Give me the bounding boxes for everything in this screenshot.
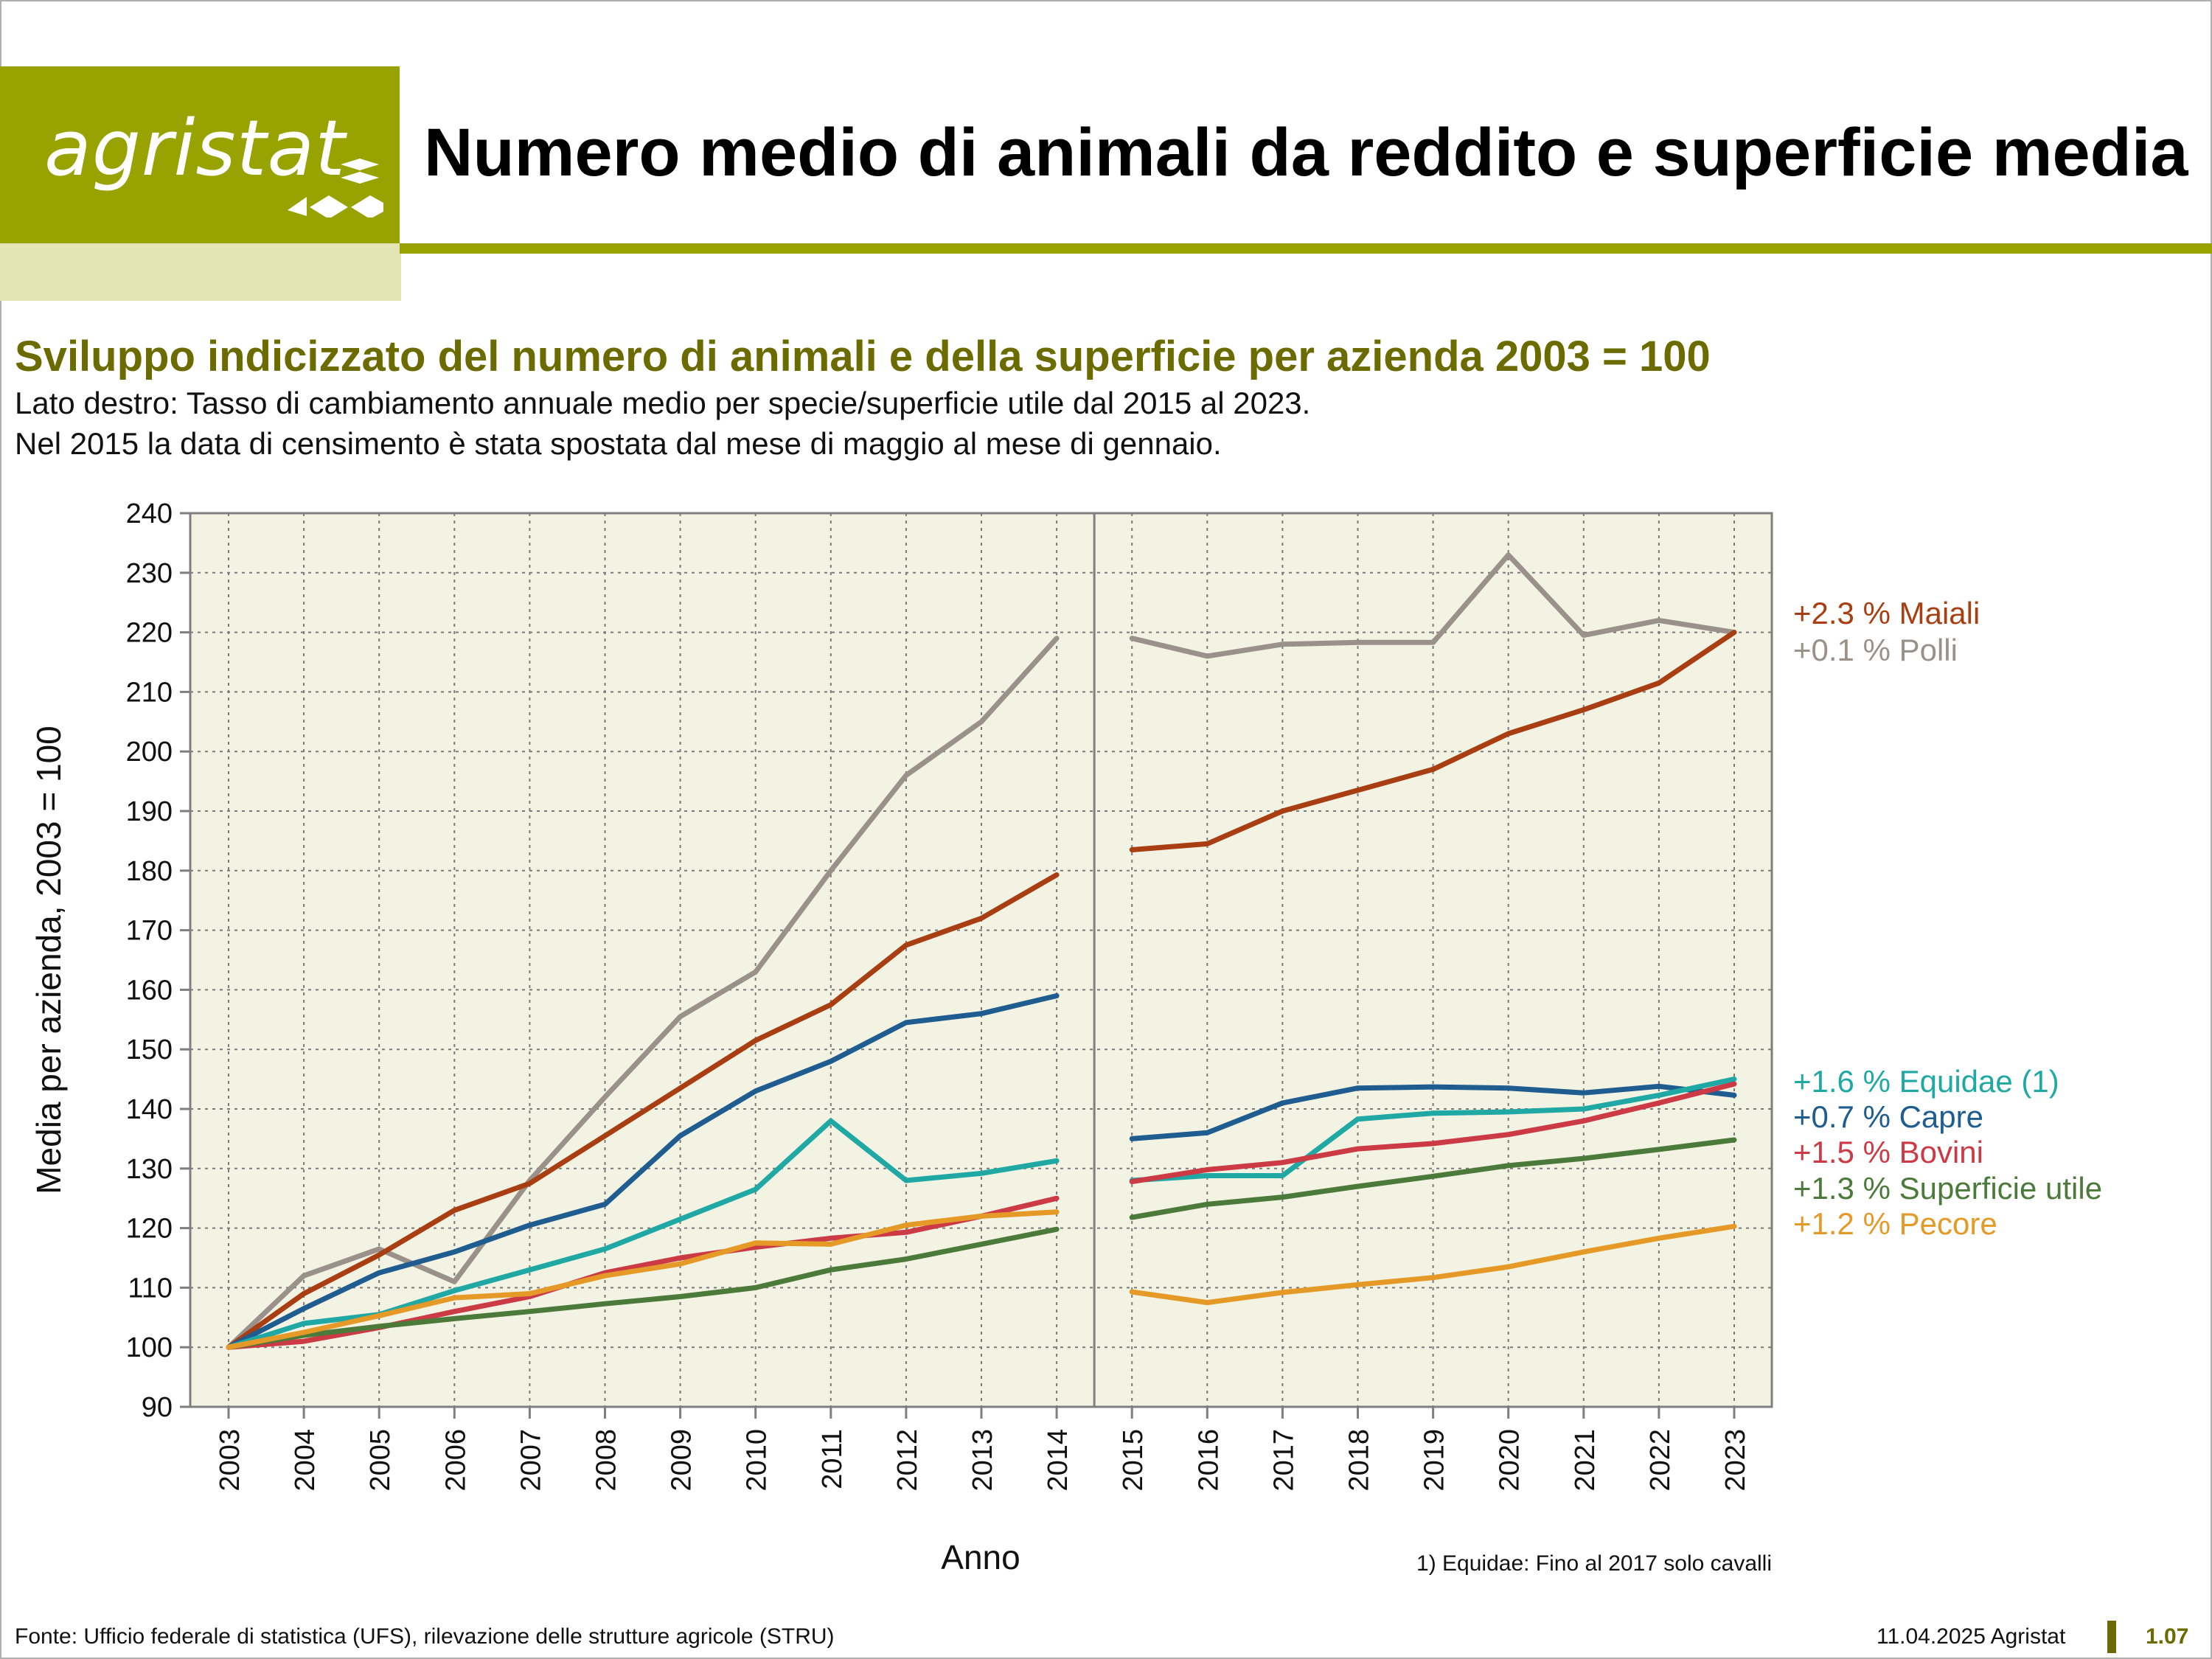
legend-label-pecore: +1.2 % Pecore xyxy=(1793,1206,1997,1241)
x-tick-label: 2004 xyxy=(290,1429,321,1492)
x-tick-label: 2020 xyxy=(1495,1429,1526,1492)
y-tick-label: 170 xyxy=(126,916,173,947)
y-tick-label: 190 xyxy=(126,796,173,827)
x-tick-label: 2023 xyxy=(1720,1429,1751,1492)
x-tick-label: 2016 xyxy=(1193,1429,1224,1492)
agristat-logo-mark-icon xyxy=(288,159,383,218)
series-line-equidae xyxy=(1129,1077,1737,1183)
x-tick-label: 2003 xyxy=(215,1429,246,1492)
y-tick-label: 120 xyxy=(126,1214,173,1245)
y-tick-label: 150 xyxy=(126,1034,173,1065)
legend-label-capre: +0.7 % Capre xyxy=(1793,1099,1983,1134)
y-tick-label: 140 xyxy=(126,1094,173,1125)
header-rule xyxy=(400,243,2212,254)
series-line-pecore xyxy=(226,1209,1060,1350)
x-tick-label: 2014 xyxy=(1043,1429,1074,1492)
y-tick-label: 160 xyxy=(126,975,173,1006)
logo-text: agristat xyxy=(44,103,346,193)
x-tick-label: 2006 xyxy=(440,1429,471,1492)
y-tick-label: 220 xyxy=(126,618,173,649)
y-tick-label: 230 xyxy=(126,558,173,589)
x-tick-label: 2019 xyxy=(1419,1429,1450,1492)
footer-source: Fonte: Ufficio federale di statistica (U… xyxy=(15,1624,835,1649)
x-tick-label: 2018 xyxy=(1344,1429,1375,1492)
x-tick-label: 2012 xyxy=(892,1429,923,1492)
y-tick-label: 90 xyxy=(142,1392,173,1423)
y-axis-title: Media per azienda, 2003 = 100 xyxy=(29,726,68,1194)
series-line-polli xyxy=(1129,552,1737,659)
series-line-maiali xyxy=(1129,630,1737,852)
page-title: Numero medio di animali da reddito e sup… xyxy=(424,115,2188,190)
y-tick-label: 130 xyxy=(126,1154,173,1185)
series-line-superficie-utile xyxy=(1129,1137,1737,1220)
x-tick-label: 2015 xyxy=(1118,1429,1149,1492)
legend-label-bovini: +1.5 % Bovini xyxy=(1793,1135,1983,1169)
x-tick-label: 2017 xyxy=(1268,1429,1299,1492)
x-axis-title: Anno xyxy=(941,1538,1020,1576)
footer-page-number: 1.07 xyxy=(2146,1624,2189,1649)
series-line-capre xyxy=(1129,1083,1737,1141)
series-line-superficie-utile xyxy=(226,1226,1060,1350)
y-tick-label: 180 xyxy=(126,856,173,887)
x-tick-label: 2013 xyxy=(967,1429,998,1492)
x-tick-label: 2008 xyxy=(591,1429,622,1492)
x-tick-label: 2007 xyxy=(515,1429,546,1492)
legend-label-superficie-utile: +1.3 % Superficie utile xyxy=(1793,1171,2102,1206)
series-line-pecore xyxy=(1129,1223,1737,1306)
x-tick-label: 2005 xyxy=(365,1429,396,1492)
x-tick-label: 2009 xyxy=(667,1429,698,1492)
note-line-1: Lato destro: Tasso di cambiamento annual… xyxy=(15,386,1311,420)
chart-subtitle: Sviluppo indicizzato del numero di anima… xyxy=(15,333,1711,380)
line-chart: 90 100 110 120 130 140 150 160 170 180 190 200 210 22… xyxy=(29,498,2102,1576)
y-tick-label: 110 xyxy=(128,1273,173,1304)
x-tick-label: 2021 xyxy=(1570,1429,1601,1492)
series-line-capre xyxy=(226,993,1060,1350)
y-tick-label: 210 xyxy=(126,677,173,708)
logo-shadow-band xyxy=(0,243,401,301)
note-line-2: Nel 2015 la data di censimento è stata s… xyxy=(15,426,1222,461)
x-tick-label: 2022 xyxy=(1645,1429,1676,1492)
y-tick-label: 100 xyxy=(126,1332,173,1363)
legend-label-maiali: +2.3 % Maiali xyxy=(1793,596,1980,630)
y-tick-label: 200 xyxy=(126,737,173,768)
x-tick-label: 2011 xyxy=(817,1429,848,1489)
series-line-polli xyxy=(226,636,1060,1350)
series-line-maiali xyxy=(226,872,1060,1350)
series-line-bovini xyxy=(1129,1081,1737,1185)
x-tick-label: 2010 xyxy=(742,1429,773,1492)
y-tick-label: 240 xyxy=(126,498,173,529)
footer-date: 11.04.2025 Agristat xyxy=(1877,1624,2066,1649)
footer-divider xyxy=(2107,1621,2116,1653)
legend-label-equidae: +1.6 % Equidae (1) xyxy=(1793,1064,2059,1099)
chart-footnote: 1) Equidae: Fino al 2017 solo cavalli xyxy=(1416,1551,1772,1576)
legend-label-polli: +0.1 % Polli xyxy=(1793,633,1958,667)
